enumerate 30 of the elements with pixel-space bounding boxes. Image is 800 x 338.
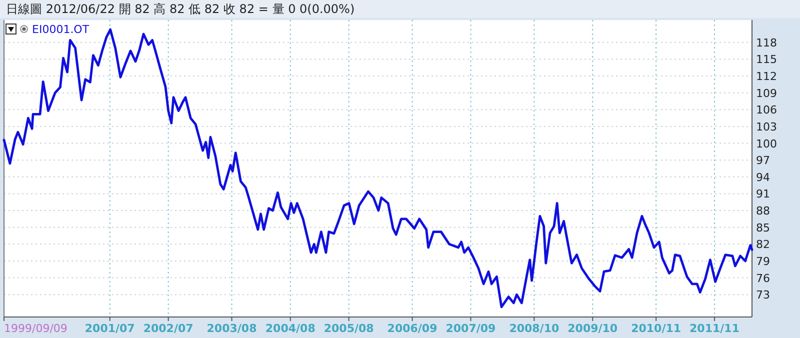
y-tick-label: 115 (756, 53, 777, 66)
y-tick-label: 94 (756, 170, 770, 184)
y-tick-label: 91 (756, 188, 770, 201)
x-tick-label: 1999/09/09 (4, 322, 68, 335)
y-tick-label: 82 (756, 238, 770, 252)
y-tick-label: 112 (756, 70, 777, 84)
x-tick-label: 2008/10 (509, 322, 560, 335)
x-tick-label: 2006/09 (387, 322, 438, 335)
y-tick-label: 73 (756, 288, 770, 302)
x-tick-label: 2002/07 (143, 322, 194, 335)
y-tick-label: 100 (756, 137, 777, 150)
y-tick-label: 106 (756, 104, 777, 117)
x-tick-label: 2011/11 (690, 322, 740, 335)
x-tick-label: 2003/08 (206, 322, 257, 335)
x-tick-label: 2009/10 (568, 322, 618, 335)
y-tick-label: 109 (756, 86, 777, 100)
chart-title: 日線圖 2012/06/22 開 82 高 82 低 82 收 82 = 量 0 0(0.00%) (6, 2, 355, 16)
y-tick-label: 97 (756, 154, 770, 168)
y-tick-label: 76 (756, 272, 770, 285)
x-tick-label: 2010/11 (631, 322, 682, 335)
x-tick-label: 2001/07 (84, 322, 135, 335)
y-tick-label: 88 (756, 204, 770, 218)
x-tick-label: 2007/09 (446, 322, 496, 335)
y-tick-label: 118 (756, 36, 777, 50)
y-tick-label: 85 (756, 221, 770, 234)
series-label: EI0001.OT (32, 23, 90, 36)
x-tick-label: 2004/08 (265, 322, 316, 335)
x-tick-label: 2005/08 (324, 322, 374, 335)
y-tick-label: 79 (756, 254, 770, 268)
y-tick-label: 103 (756, 120, 777, 134)
